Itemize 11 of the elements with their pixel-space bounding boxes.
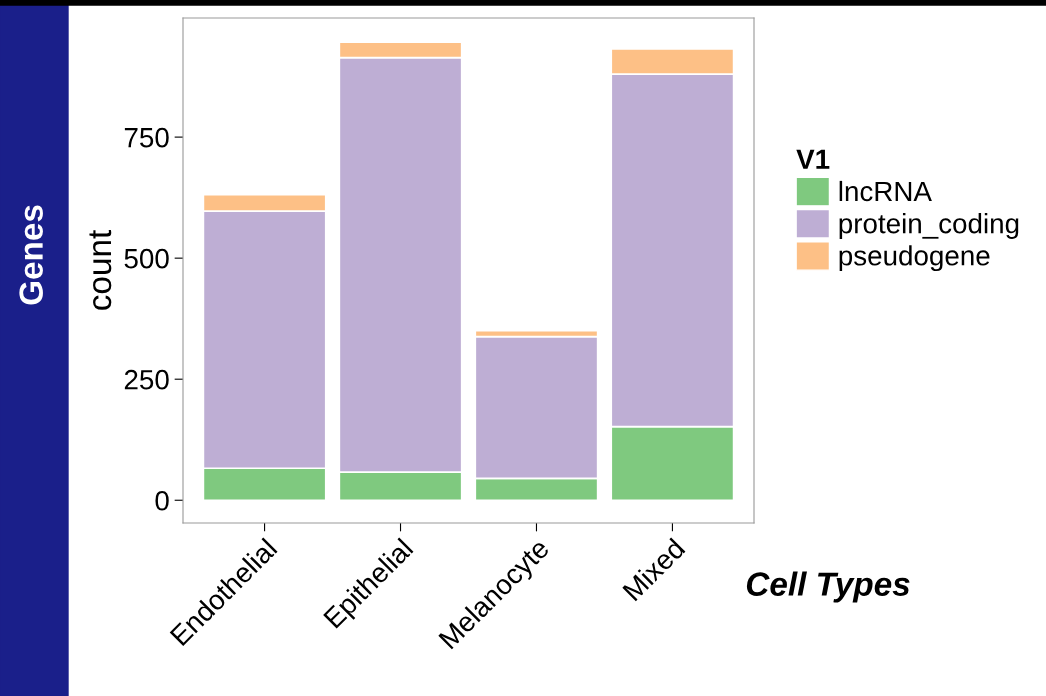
text: Cell Types [746,571,910,603]
y-tick-label: 250 [124,369,169,390]
legend-label: protein_coding [839,213,1019,239]
y-tick-label: 500 [124,248,169,269]
y-tick-label: 0 [155,490,169,511]
y-tick-label: 750 [124,127,169,148]
legend-title: V1 [796,149,830,169]
y-axis-title: count [89,229,112,310]
legend-label: lncRNA [839,180,932,202]
text: Genes [19,205,43,305]
legend-label: pseudogene [839,245,990,272]
